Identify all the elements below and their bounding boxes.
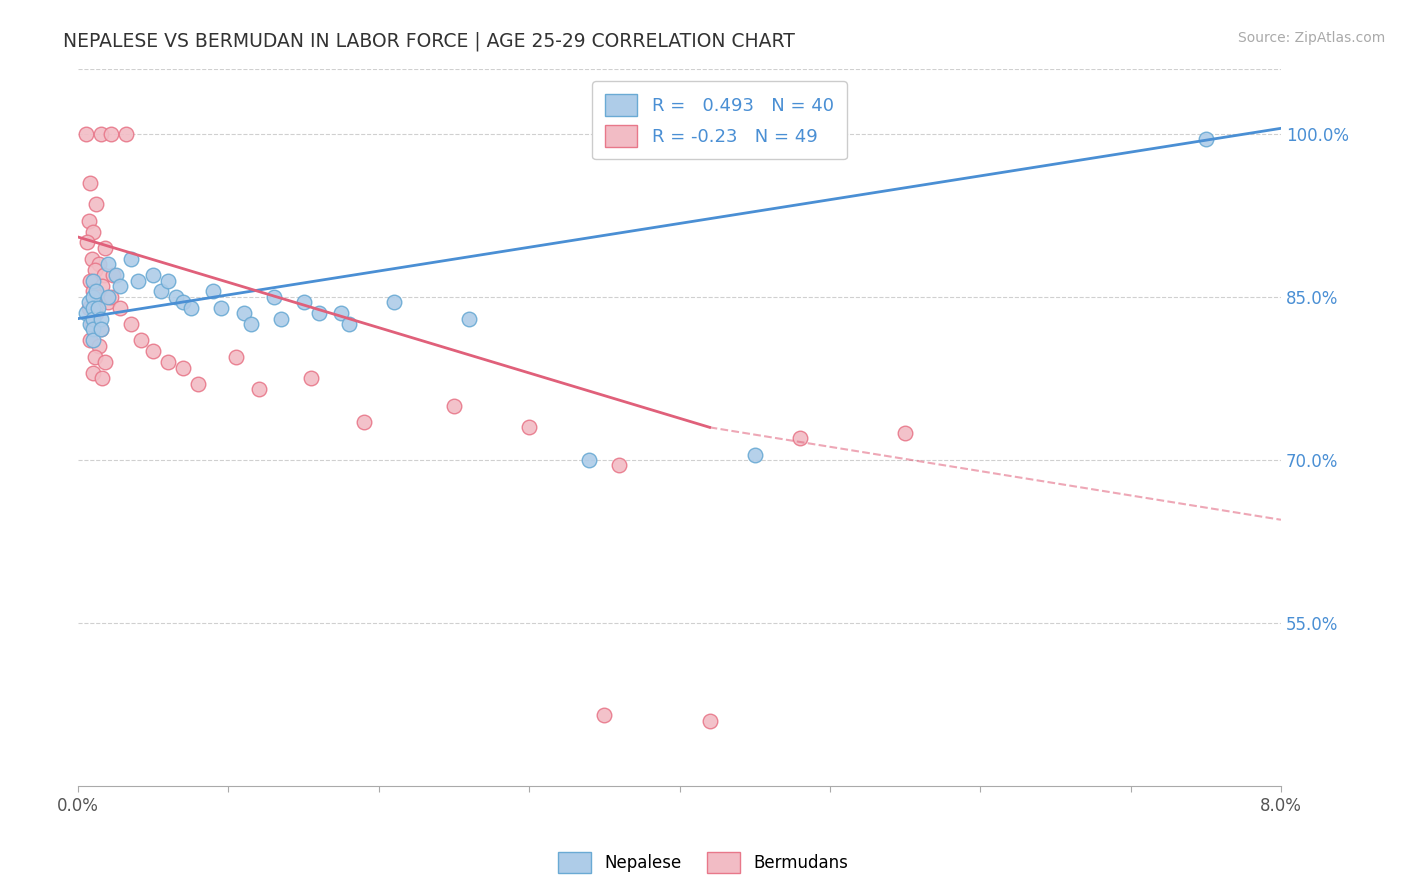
Point (699, 714, 721, 728)
Point (82, 225, 104, 239)
Point (382, 295, 405, 310)
Point (308, 306, 330, 320)
Point (79, 274, 101, 288)
Point (83, 262, 105, 277)
Point (129, 334, 152, 348)
Point (172, 295, 194, 310)
Point (84, 306, 107, 320)
Point (83, 350, 105, 364)
Point (110, 279, 132, 293)
Point (789, 431, 811, 445)
Point (232, 306, 254, 320)
Point (100, 290, 122, 304)
Point (202, 285, 225, 299)
Point (458, 311, 481, 326)
Point (517, 420, 540, 434)
Point (337, 317, 360, 331)
Point (104, 268, 127, 282)
Point (142, 344, 165, 359)
Point (97, 290, 120, 304)
Point (165, 290, 187, 304)
Text: NEPALESE VS BERMUDAN IN LABOR FORCE | AGE 25-29 CORRELATION CHART: NEPALESE VS BERMUDAN IN LABOR FORCE | AG… (63, 31, 796, 51)
Point (240, 317, 263, 331)
Point (79, 334, 101, 348)
Point (110, 301, 132, 315)
Point (91, 279, 114, 293)
Point (292, 295, 315, 310)
Point (443, 399, 465, 413)
Point (609, 458, 631, 473)
Point (94, 241, 117, 255)
Point (91, 371, 114, 385)
Point (82, 274, 104, 288)
Point (1195, 132, 1218, 146)
Point (142, 268, 165, 282)
Text: Source: ZipAtlas.com: Source: ZipAtlas.com (1237, 31, 1385, 45)
Point (593, 708, 616, 723)
Point (97, 257, 120, 271)
Legend: Nepalese, Bermudans: Nepalese, Bermudans (551, 846, 855, 880)
Point (180, 301, 202, 315)
Point (82, 334, 104, 348)
Point (79, 176, 101, 190)
Point (149, 285, 172, 299)
Point (75, 127, 97, 141)
Point (97, 295, 120, 310)
Point (90, 127, 112, 141)
Point (75, 306, 97, 320)
Point (578, 453, 600, 467)
Point (127, 274, 149, 288)
Point (894, 425, 917, 440)
Point (120, 252, 142, 266)
Point (84, 285, 107, 299)
Point (82, 322, 104, 336)
Point (77, 213, 100, 227)
Point (86, 290, 108, 304)
Point (89, 339, 111, 353)
Point (80, 252, 103, 266)
Point (744, 448, 766, 462)
Point (77, 295, 100, 310)
Point (82, 290, 104, 304)
Legend: R =   0.493   N = 40, R = -0.23   N = 49: R = 0.493 N = 40, R = -0.23 N = 49 (592, 81, 846, 160)
Point (270, 311, 292, 326)
Point (225, 350, 247, 364)
Point (82, 311, 104, 326)
Point (90, 311, 112, 326)
Point (76, 235, 98, 250)
Point (115, 127, 138, 141)
Point (353, 415, 375, 429)
Point (100, 127, 122, 141)
Point (79, 317, 101, 331)
Point (263, 290, 285, 304)
Point (80, 317, 103, 331)
Point (82, 285, 104, 299)
Point (120, 317, 142, 331)
Point (90, 322, 112, 336)
Point (82, 301, 104, 315)
Point (77, 301, 100, 315)
Point (90, 322, 112, 336)
Point (101, 268, 124, 282)
Point (82, 366, 104, 380)
Point (330, 306, 353, 320)
Point (172, 360, 194, 375)
Point (84, 197, 107, 211)
Point (86, 301, 108, 315)
Point (299, 371, 322, 385)
Point (89, 257, 111, 271)
Point (157, 274, 180, 288)
Point (247, 382, 270, 396)
Point (187, 376, 209, 391)
Point (94, 355, 117, 369)
Point (157, 355, 180, 369)
Point (93, 268, 115, 282)
Point (209, 301, 232, 315)
